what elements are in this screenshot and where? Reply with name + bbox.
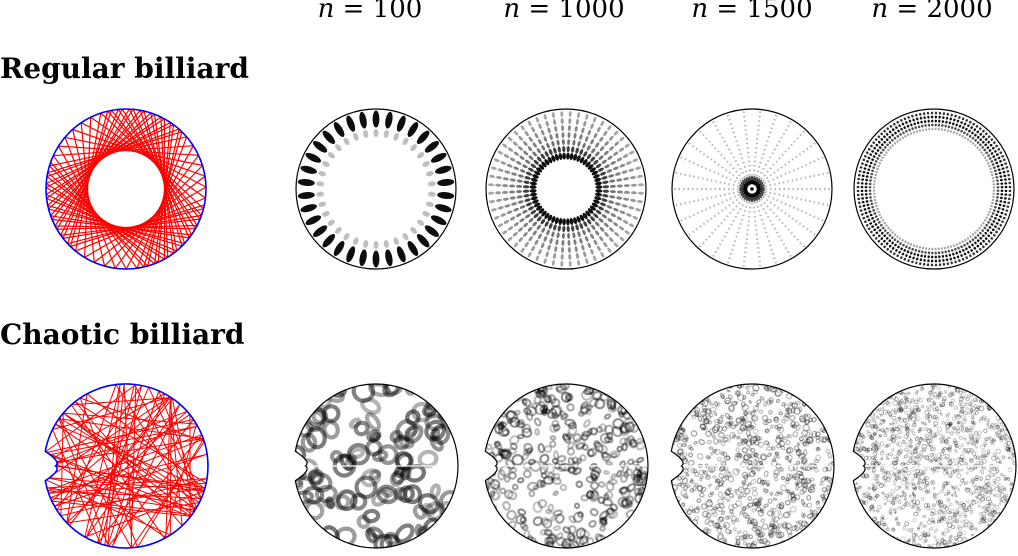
regular-eigenstate-1500: [671, 108, 833, 270]
regular-eigenstate-1000: [485, 108, 647, 270]
chaotic-eigenstate-1000: [484, 383, 649, 549]
eigenstate-boundary: [485, 108, 647, 270]
regular-billiard: [45, 108, 207, 270]
eigenstate-boundary: [853, 108, 1015, 270]
chaotic-trajectory: [45, 383, 208, 548]
column-label-n-2000: n = 2000: [871, 0, 993, 24]
regular-eigenstate-100: [295, 108, 457, 270]
chaotic-eigenstate-1500: [670, 383, 835, 549]
eigenstate-boundary: [295, 108, 457, 270]
regular-boundary: [45, 108, 207, 270]
chaotic-billiard: [44, 383, 209, 549]
eigenstate-boundary: [294, 383, 459, 549]
regular-trajectory: [45, 108, 207, 270]
chaotic-eigenstate-2000: [852, 383, 1017, 549]
column-label-n-1000: n = 1000: [503, 0, 625, 24]
eigenstate-boundary: [484, 383, 649, 549]
eigenstate-boundary: [670, 383, 835, 549]
row-title-regular: Regular billiard: [0, 52, 249, 85]
row-title-chaotic: Chaotic billiard: [0, 318, 245, 351]
chaotic-eigenstate-100: [294, 383, 459, 549]
regular-eigenstate-2000: [853, 108, 1015, 270]
eigenstate-boundary: [671, 108, 833, 270]
eigenstate-boundary: [852, 383, 1017, 549]
column-label-n-100: n = 100: [317, 0, 423, 24]
chaotic-boundary: [44, 383, 209, 549]
column-label-n-1500: n = 1500: [691, 0, 813, 24]
